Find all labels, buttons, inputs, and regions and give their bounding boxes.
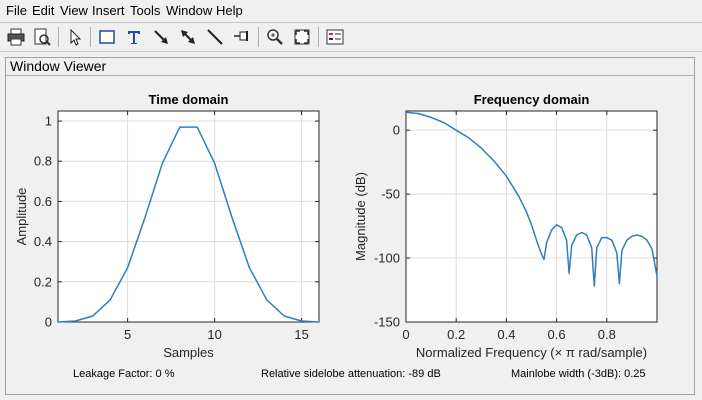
leakage-factor-text: Leakage Factor: 0 % bbox=[73, 368, 175, 380]
time-ytick-label: 0.4 bbox=[34, 234, 52, 249]
freq-ytick-label: -50 bbox=[381, 187, 400, 202]
menu-edit[interactable]: Edit bbox=[32, 3, 55, 18]
freq-ylabel: Magnitude (dB) bbox=[353, 172, 368, 261]
insert-arrow-icon[interactable] bbox=[150, 26, 172, 48]
freq-xtick-label: 0.4 bbox=[497, 327, 515, 342]
menu-view[interactable]: View bbox=[60, 3, 88, 18]
toolbar bbox=[0, 22, 702, 52]
fit-view-icon[interactable] bbox=[291, 26, 313, 48]
freq-series-line bbox=[405, 111, 658, 287]
freq-ytick-label: 0 bbox=[393, 123, 400, 138]
time-ytick-label: 0.6 bbox=[34, 194, 52, 209]
freq-axes-border bbox=[405, 110, 658, 323]
panel-title: Window Viewer bbox=[10, 58, 107, 74]
freq-chart-title: Frequency domain bbox=[474, 92, 590, 107]
panel-title-divider bbox=[6, 75, 694, 76]
time-axes-background bbox=[58, 111, 319, 322]
zoom-in-icon[interactable] bbox=[264, 26, 286, 48]
mainlobe-width-text: Mainlobe width (-3dB): 0.25 bbox=[511, 368, 646, 380]
menu-tools[interactable]: Tools bbox=[130, 3, 161, 18]
toolbar-separator bbox=[90, 27, 91, 47]
insert-rectangle-icon[interactable] bbox=[96, 26, 118, 48]
legend-icon[interactable] bbox=[324, 26, 346, 48]
time-xtick-label: 5 bbox=[124, 327, 131, 342]
freq-xtick-label: 0 bbox=[402, 327, 409, 342]
insert-text-icon[interactable] bbox=[123, 26, 145, 48]
time-ytick-label: 1 bbox=[45, 114, 52, 129]
freq-ytick-label: -100 bbox=[374, 251, 400, 266]
print-preview-icon[interactable] bbox=[31, 26, 53, 48]
menu-help[interactable]: Help bbox=[216, 3, 243, 18]
freq-xlabel: Normalized Frequency (× π rad/sample) bbox=[416, 345, 647, 360]
time-xlabel: Samples bbox=[163, 345, 214, 360]
time-ylabel: Amplitude bbox=[14, 188, 29, 246]
time-ytick-label: 0.8 bbox=[34, 154, 52, 169]
time-axes-border bbox=[57, 110, 320, 323]
insert-line-icon[interactable] bbox=[204, 26, 226, 48]
print-icon[interactable] bbox=[5, 26, 27, 48]
toolbar-separator bbox=[58, 27, 59, 47]
menu-file[interactable]: File bbox=[6, 3, 27, 18]
time-ytick-label: 0.2 bbox=[34, 274, 52, 289]
time-series-line bbox=[57, 126, 320, 323]
pin-icon[interactable] bbox=[231, 26, 253, 48]
freq-xtick-label: 0.8 bbox=[598, 327, 616, 342]
select-pointer-icon[interactable] bbox=[64, 26, 86, 48]
time-chart-title: Time domain bbox=[149, 92, 229, 107]
insert-double-arrow-icon[interactable] bbox=[177, 26, 199, 48]
toolbar-separator bbox=[258, 27, 259, 47]
freq-axes-background bbox=[406, 111, 657, 322]
toolbar-separator bbox=[318, 27, 319, 47]
menu-bar: File Edit View Insert Tools Window Help bbox=[0, 0, 702, 22]
freq-xtick-label: 0.6 bbox=[548, 327, 566, 342]
menu-window[interactable]: Window bbox=[166, 3, 213, 18]
time-xtick-label: 10 bbox=[207, 327, 221, 342]
menu-insert[interactable]: Insert bbox=[92, 3, 125, 18]
sidelobe-attenuation-text: Relative sidelobe attenuation: -89 dB bbox=[261, 368, 441, 380]
freq-xtick-label: 0.2 bbox=[447, 327, 465, 342]
time-ytick-label: 0 bbox=[45, 315, 52, 330]
freq-ytick-label: -150 bbox=[374, 315, 400, 330]
time-xtick-label: 15 bbox=[294, 327, 308, 342]
